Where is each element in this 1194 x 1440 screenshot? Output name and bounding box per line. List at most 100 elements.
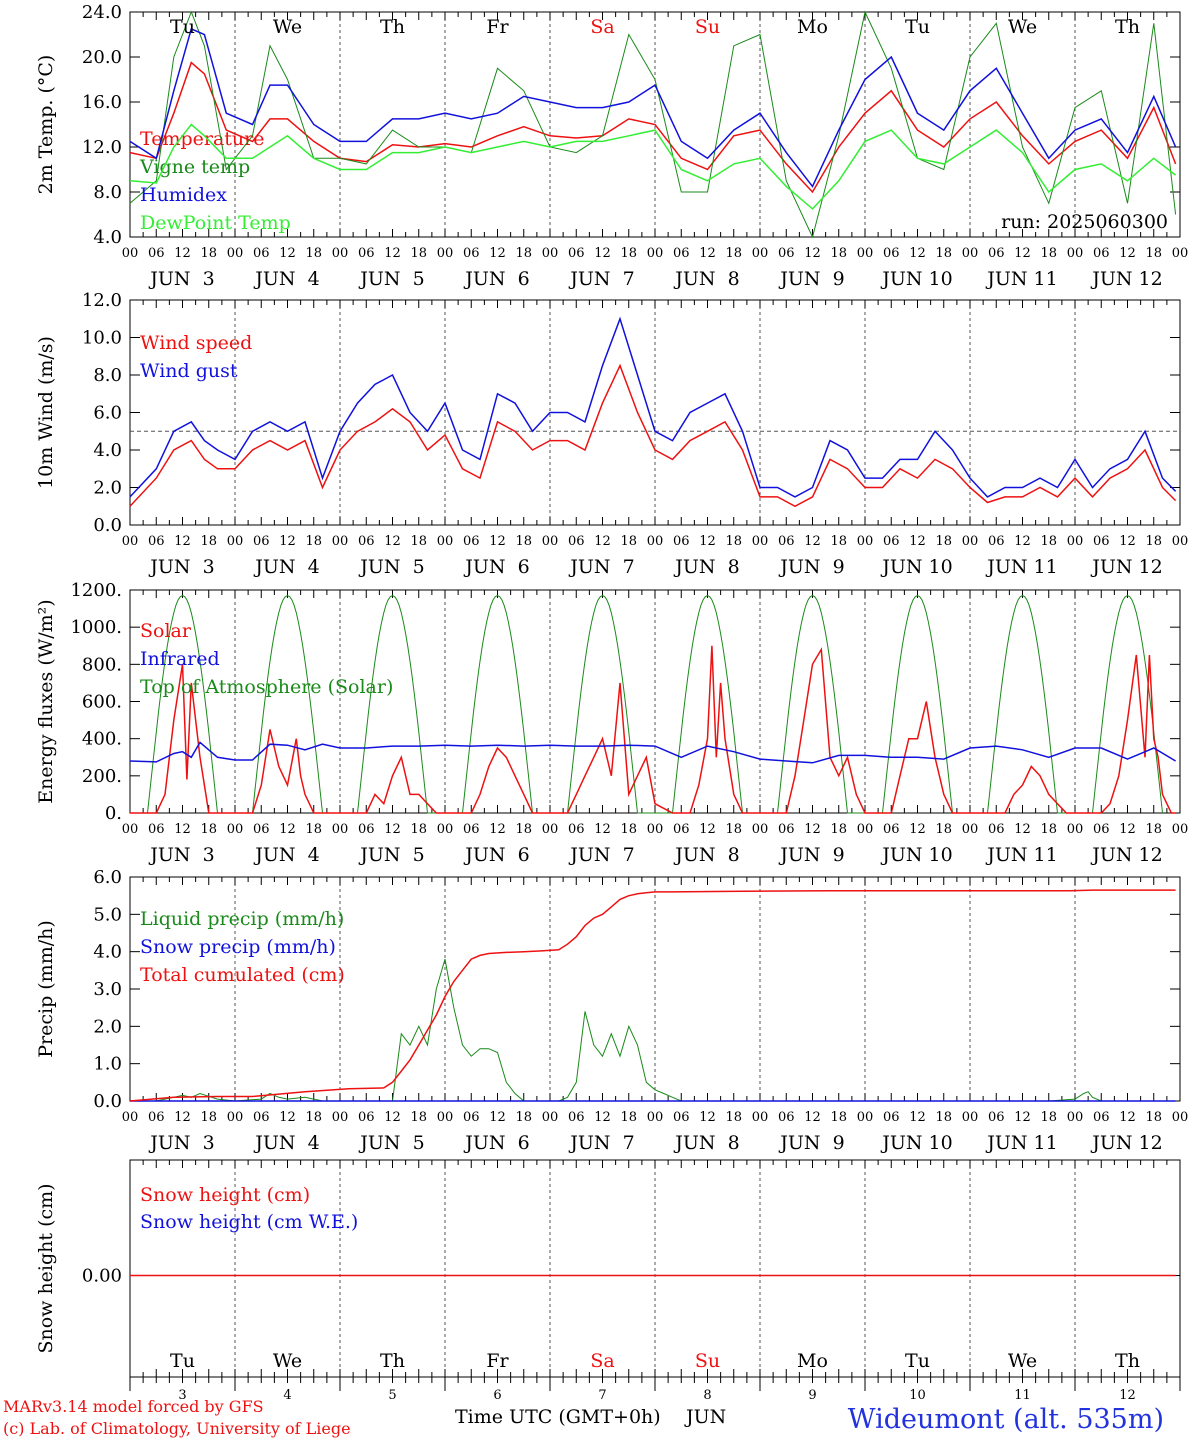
hour-label: 12 xyxy=(699,822,716,837)
hour-label: 12 xyxy=(804,822,821,837)
legend-entry: Total cumulated (cm) xyxy=(140,964,345,986)
hour-label: 12 xyxy=(1119,246,1136,261)
y-tick-label: 4.0 xyxy=(93,227,122,248)
hour-label: 12 xyxy=(594,246,611,261)
hour-label: 18 xyxy=(1145,1110,1162,1125)
hour-label: 06 xyxy=(883,246,900,261)
hour-label: 12 xyxy=(909,822,926,837)
day-label-bottom: We xyxy=(1008,1350,1037,1372)
day-label-top: Th xyxy=(1115,16,1140,38)
day-label-top: Th xyxy=(380,16,405,38)
date-label: JUN 9 xyxy=(778,556,844,578)
hour-label: 06 xyxy=(883,1110,900,1125)
hour-label: 06 xyxy=(1093,822,1110,837)
legend-entry: Vigne temp xyxy=(139,156,250,178)
hour-label: 12 xyxy=(384,534,401,549)
hour-label: 18 xyxy=(935,822,952,837)
hour-label: 06 xyxy=(568,1110,585,1125)
hour-label: 00 xyxy=(332,822,349,837)
date-label: JUN 11 xyxy=(985,1132,1057,1154)
date-label: JUN 4 xyxy=(253,268,319,290)
hour-label: 18 xyxy=(410,534,427,549)
hour-label: 12 xyxy=(699,534,716,549)
hour-label: 12 xyxy=(384,1110,401,1125)
date-label: JUN 6 xyxy=(463,844,529,866)
day-number: 4 xyxy=(283,1388,291,1403)
hour-label: 06 xyxy=(148,822,165,837)
hour-label: 12 xyxy=(1014,822,1031,837)
hour-label: 06 xyxy=(883,534,900,549)
hour-label: 00 xyxy=(752,534,769,549)
hour-label: 18 xyxy=(620,1110,637,1125)
hour-label: 06 xyxy=(778,534,795,549)
date-label: JUN 5 xyxy=(358,844,424,866)
y-tick-label: 1000. xyxy=(70,617,122,638)
day-number: 12 xyxy=(1119,1388,1136,1403)
y-axis-label: 2m Temp. (°C) xyxy=(35,55,57,195)
day-label-top: Tu xyxy=(905,16,930,38)
hour-label: 18 xyxy=(1040,1110,1057,1125)
date-label: JUN 7 xyxy=(568,556,634,578)
day-label-top: Su xyxy=(695,16,720,38)
hour-label: 12 xyxy=(804,534,821,549)
hour-label: 18 xyxy=(200,534,217,549)
hour-label: 12 xyxy=(804,1110,821,1125)
date-label: JUN 8 xyxy=(673,1132,739,1154)
day-label-bottom: Tu xyxy=(905,1350,930,1372)
hour-label: 12 xyxy=(279,1110,296,1125)
hour-label: 00 xyxy=(332,534,349,549)
hour-label: 18 xyxy=(515,246,532,261)
date-label: JUN 3 xyxy=(148,556,214,578)
hour-label: 18 xyxy=(935,1110,952,1125)
legend-entry: Solar xyxy=(140,620,192,642)
series-line-vigne-temp xyxy=(129,10,1177,239)
day-label-bottom: Su xyxy=(695,1350,720,1372)
y-tick-label: 16.0 xyxy=(82,92,122,113)
date-label: JUN 12 xyxy=(1090,268,1162,290)
date-label: JUN 3 xyxy=(148,844,214,866)
hour-label: 00 xyxy=(227,822,244,837)
date-label: JUN 4 xyxy=(253,556,319,578)
day-label-bottom: Th xyxy=(1115,1350,1140,1372)
footer-credit: (c) Lab. of Climatology, University of L… xyxy=(3,1419,351,1438)
y-tick-label: 600. xyxy=(82,692,122,713)
legend-entry: Top of Atmosphere (Solar) xyxy=(140,676,393,698)
day-number: 11 xyxy=(1014,1388,1031,1403)
hour-label: 12 xyxy=(384,822,401,837)
hour-label: 06 xyxy=(988,246,1005,261)
hour-label: 12 xyxy=(1119,822,1136,837)
y-tick-label: 6.0 xyxy=(93,403,122,424)
hour-label: 06 xyxy=(253,246,270,261)
day-label-bottom: Th xyxy=(380,1350,405,1372)
y-tick-label: 2.0 xyxy=(93,1016,122,1037)
y-tick-label: 3.0 xyxy=(93,979,122,1000)
day-label-top: Fr xyxy=(486,16,509,38)
footer-station: Wideumont (alt. 535m) xyxy=(848,1404,1164,1435)
legend-entry: Humidex xyxy=(140,184,227,206)
date-label: JUN 10 xyxy=(880,844,952,866)
legend-entry: Temperature xyxy=(140,128,264,150)
hour-label: 12 xyxy=(279,822,296,837)
hour-label: 12 xyxy=(384,246,401,261)
hour-label: 06 xyxy=(883,822,900,837)
date-label: JUN 4 xyxy=(253,844,319,866)
y-tick-label: 8.0 xyxy=(93,182,122,203)
y-tick-label: 0.0 xyxy=(93,515,122,536)
day-number: 10 xyxy=(909,1388,926,1403)
hour-label: 00 xyxy=(962,1110,979,1125)
hour-label: 00 xyxy=(542,534,559,549)
hour-label: 18 xyxy=(830,246,847,261)
y-tick-label: 4.0 xyxy=(93,942,122,963)
series-line-temperature xyxy=(129,61,1177,194)
run-annotation: run: 2025060300 xyxy=(1001,211,1168,233)
y-tick-label: 0.00 xyxy=(82,1266,122,1287)
hour-label: 12 xyxy=(699,1110,716,1125)
hour-label: 06 xyxy=(568,246,585,261)
y-tick-label: 1200. xyxy=(70,580,122,601)
panel-5: 0.00 Snow height (cm) Snow height (cm) Snow… xyxy=(35,1159,1181,1403)
date-label: JUN 6 xyxy=(463,556,529,578)
hour-label: 12 xyxy=(174,822,191,837)
hour-label: 12 xyxy=(909,1110,926,1125)
y-tick-label: 12.0 xyxy=(82,137,122,158)
hour-label: 12 xyxy=(174,1110,191,1125)
